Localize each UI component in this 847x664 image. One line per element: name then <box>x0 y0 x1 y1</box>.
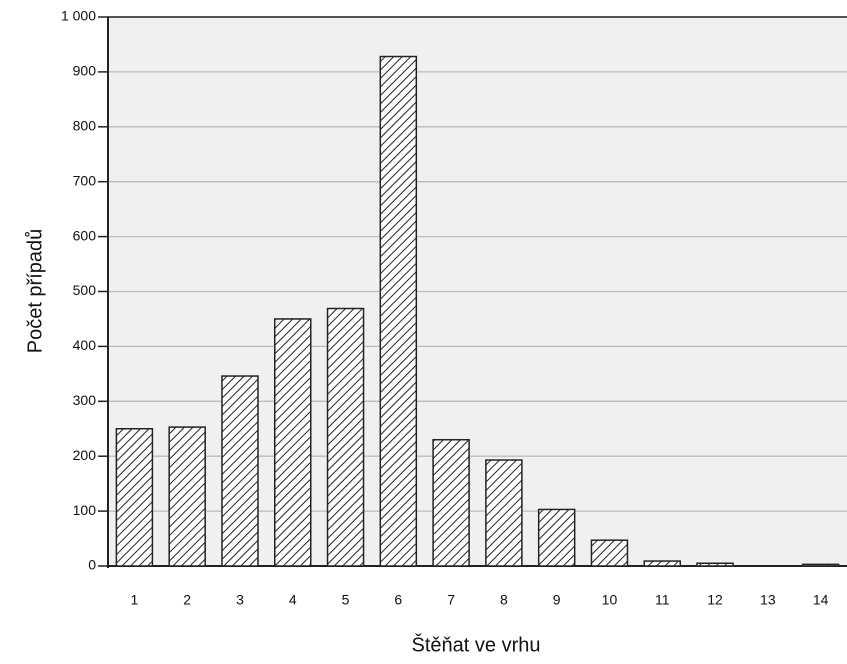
bar <box>221 375 259 567</box>
bar <box>643 560 681 567</box>
y-tick-label: 700 <box>73 172 97 188</box>
bar <box>537 508 576 567</box>
x-tick-label: 1 <box>130 592 138 608</box>
bar <box>274 318 312 567</box>
y-tick-label: 500 <box>73 282 97 298</box>
y-tick-label: 900 <box>73 63 97 79</box>
bar <box>801 563 840 567</box>
y-tick-label: 0 <box>88 557 96 573</box>
bar <box>590 539 629 567</box>
x-tick-label: 2 <box>183 592 191 608</box>
x-tick-label: 4 <box>289 592 297 608</box>
bar <box>326 307 365 567</box>
bar <box>432 438 470 567</box>
x-axis-title: Štěňat ve vrhu <box>412 633 541 656</box>
y-tick-label: 800 <box>73 118 97 134</box>
bar <box>168 426 206 567</box>
y-tick-label: 600 <box>73 227 97 243</box>
x-tick-label: 11 <box>655 592 670 608</box>
bar <box>485 459 523 567</box>
y-tick-label: 300 <box>73 392 97 408</box>
x-tick-label: 3 <box>236 592 244 608</box>
bar <box>379 55 418 567</box>
x-tick-label: 10 <box>602 592 618 608</box>
x-tick-label: 12 <box>707 592 723 608</box>
x-tick-label: 7 <box>447 592 455 608</box>
x-tick-label: 13 <box>760 592 776 608</box>
x-tick-label: 14 <box>813 592 829 608</box>
x-tick-label: 6 <box>394 592 402 608</box>
x-tick-label: 8 <box>500 592 508 608</box>
bar <box>115 428 154 567</box>
y-tick-label: 200 <box>73 447 97 463</box>
y-axis-title: Počet případů <box>24 229 46 354</box>
bar <box>696 562 734 567</box>
y-tick-label: 1 000 <box>61 8 96 24</box>
y-tick-label: 100 <box>73 502 97 518</box>
x-tick-label: 9 <box>553 592 561 608</box>
x-tick-label: 5 <box>342 592 350 608</box>
y-tick-label: 400 <box>73 337 97 353</box>
